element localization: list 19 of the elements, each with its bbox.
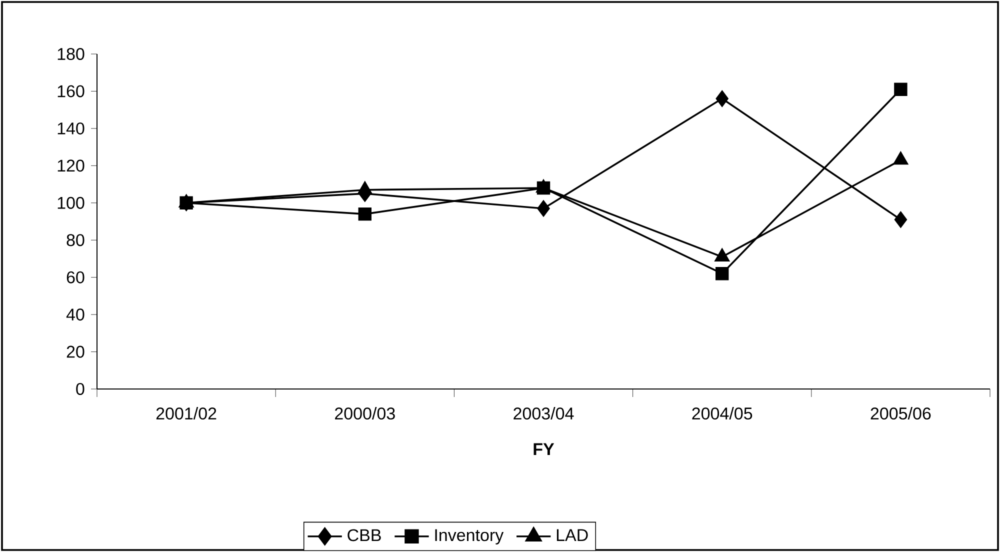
x-tick-label: 2001/02 [156,407,216,420]
legend-label: LAD [556,529,588,541]
x-tick-label: 2004/05 [692,407,752,420]
x-tick-label: 2005/06 [870,407,931,420]
y-tick-label: 60 [66,271,84,284]
legend-label: Inventory [435,529,504,544]
legend-label: CBB [348,529,381,542]
y-tick-label: 20 [66,346,84,358]
y-tick-label: 180 [58,48,84,60]
x-tick-label: 2003/04 [514,407,574,420]
y-tick-label: 120 [58,160,84,172]
y-tick-label: 40 [66,308,84,321]
y-tick-label: 160 [58,85,84,98]
x-axis-title: FY [534,443,554,455]
y-tick-label: 140 [58,122,84,134]
y-tick-label: 100 [58,196,84,209]
x-tick-label: 2000/03 [335,407,395,420]
y-tick-label: 0 [76,382,84,396]
y-tick-label: 80 [66,234,84,246]
